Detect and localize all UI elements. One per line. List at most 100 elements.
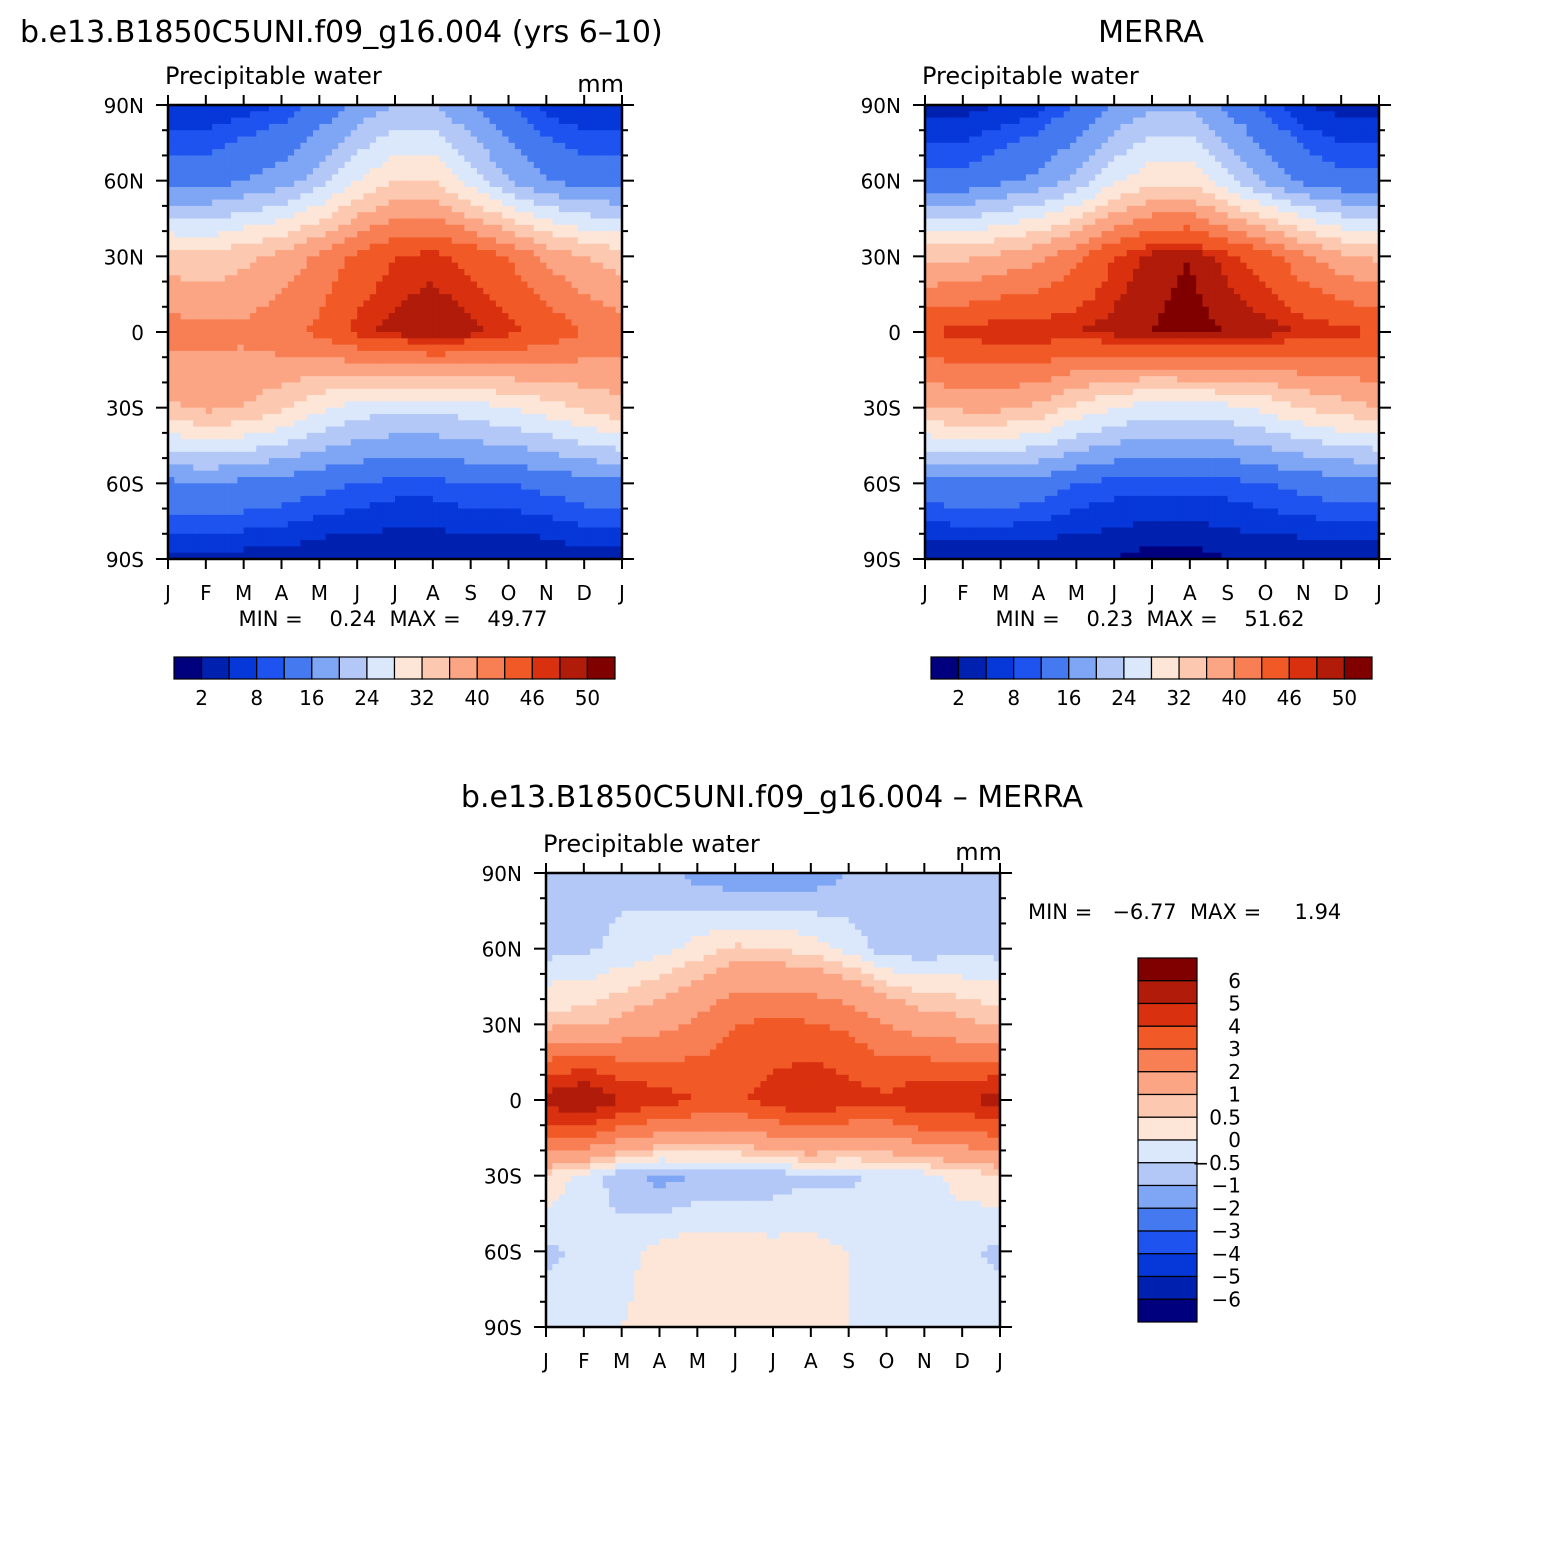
field-cell xyxy=(395,477,402,484)
field-cell xyxy=(514,527,522,535)
field-cell xyxy=(168,161,175,169)
field-cell xyxy=(281,294,289,302)
field-cell xyxy=(331,502,339,510)
field-cell xyxy=(325,268,333,276)
field-cell xyxy=(231,275,238,283)
field-cell xyxy=(558,451,566,459)
field-cell xyxy=(237,268,245,276)
field-cell xyxy=(558,294,566,302)
field-cell xyxy=(584,477,592,484)
field-cell xyxy=(382,218,390,226)
field-cell xyxy=(464,231,472,239)
field-cell xyxy=(237,470,245,478)
field-cell xyxy=(508,262,516,270)
field-cell xyxy=(369,451,377,459)
field-cell xyxy=(401,376,409,384)
field-cell xyxy=(546,243,554,251)
field-cell xyxy=(603,332,610,339)
field-cell xyxy=(281,168,289,175)
field-cell xyxy=(451,193,459,201)
field-cell xyxy=(483,350,491,358)
field-cell xyxy=(224,111,232,119)
field-cell xyxy=(212,401,220,409)
field-cell xyxy=(558,117,566,125)
field-cell xyxy=(319,432,327,440)
field-cell xyxy=(451,363,459,371)
field-cell xyxy=(565,306,573,314)
field-cell xyxy=(168,237,175,245)
field-cell xyxy=(199,470,207,478)
field-cell xyxy=(294,470,302,478)
field-cell xyxy=(495,205,503,213)
field-cell xyxy=(281,521,289,529)
field-cell xyxy=(577,105,585,112)
field-cell xyxy=(193,218,201,226)
field-cell xyxy=(268,363,276,371)
field-cell xyxy=(256,268,264,276)
field-cell xyxy=(420,155,428,163)
field-cell xyxy=(540,369,547,377)
field-cell xyxy=(199,413,207,421)
field-cell xyxy=(344,514,352,522)
field-cell xyxy=(502,388,510,396)
field-cell xyxy=(388,130,396,138)
field-cell xyxy=(256,508,264,516)
field-cell xyxy=(413,527,421,535)
field-cell xyxy=(262,350,270,358)
field-cell xyxy=(168,401,175,409)
field-cell xyxy=(262,514,270,522)
field-cell xyxy=(596,439,604,447)
field-cell xyxy=(558,180,566,188)
field-cell xyxy=(376,432,383,440)
field-cell xyxy=(395,401,402,409)
field-cell xyxy=(514,199,522,207)
field-cell xyxy=(281,357,289,365)
field-cell xyxy=(331,212,339,220)
field-cell xyxy=(243,325,251,333)
field-cell xyxy=(357,237,365,245)
field-cell xyxy=(432,130,440,138)
field-cell xyxy=(590,105,598,112)
field-cell xyxy=(483,508,491,516)
field-cell xyxy=(489,395,497,402)
field-cell xyxy=(445,174,453,182)
field-cell xyxy=(168,464,175,472)
field-cell xyxy=(218,502,226,510)
field-cell xyxy=(249,451,257,459)
field-cell xyxy=(382,168,390,175)
field-cell xyxy=(565,432,573,440)
field-cell xyxy=(514,395,522,402)
field-cell xyxy=(338,268,346,276)
field-cell xyxy=(212,445,220,453)
field-cell xyxy=(577,363,585,371)
field-cell xyxy=(186,477,194,484)
field-cell xyxy=(388,256,396,264)
field-cell xyxy=(363,388,371,396)
field-cell xyxy=(489,218,497,226)
field-cell xyxy=(168,350,175,358)
field-cell xyxy=(596,451,604,459)
field-cell xyxy=(243,376,251,384)
field-cell xyxy=(508,199,516,207)
field-cell xyxy=(338,231,346,239)
field-cell xyxy=(558,470,566,478)
field-cell xyxy=(470,319,478,327)
field-cell xyxy=(609,338,617,346)
field-cell xyxy=(558,130,566,138)
field-cell xyxy=(237,186,245,194)
field-cell xyxy=(521,521,529,529)
field-cell xyxy=(212,123,220,131)
field-cell xyxy=(243,369,251,377)
field-cell xyxy=(256,382,264,390)
field-cell xyxy=(476,287,484,295)
field-cell xyxy=(275,117,283,125)
field-cell xyxy=(426,243,434,251)
field-cell xyxy=(470,363,478,371)
field-cell xyxy=(401,105,409,112)
field-cell xyxy=(363,123,371,131)
field-cell xyxy=(256,130,264,138)
field-cell xyxy=(325,451,333,459)
field-cell xyxy=(388,388,396,396)
field-cell xyxy=(495,294,503,302)
field-cell xyxy=(571,458,579,466)
